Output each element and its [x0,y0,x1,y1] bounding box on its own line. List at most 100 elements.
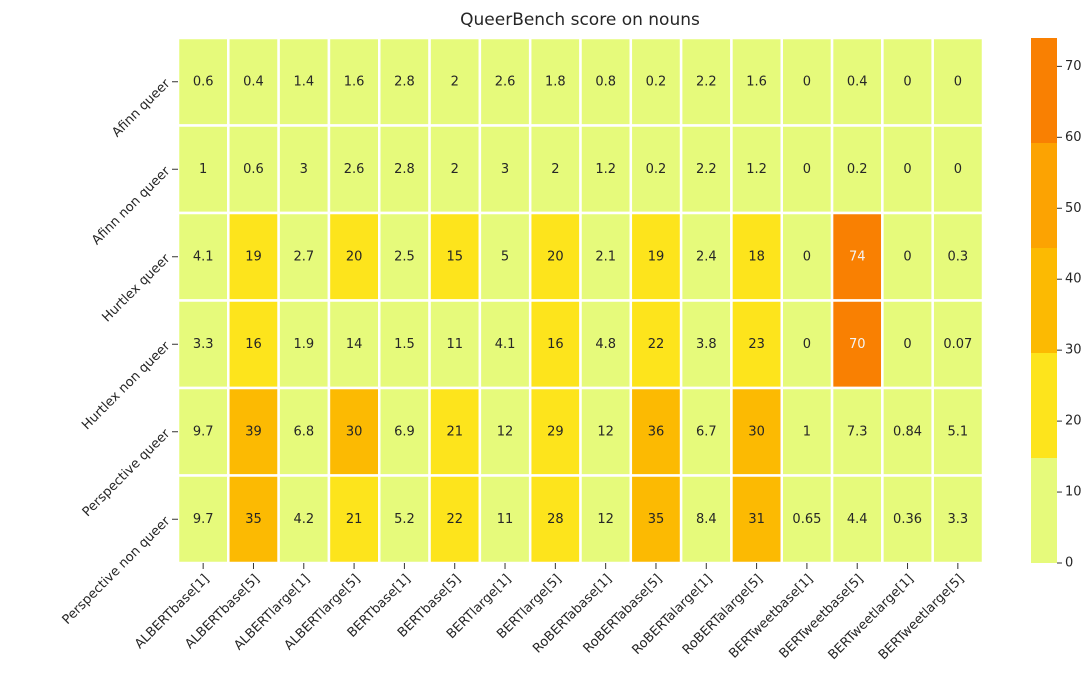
cell-label: 0.2 [646,162,667,177]
cell-label: 0.2 [646,74,667,89]
heatmap-cell [881,124,934,215]
cell-label: 0.3 [948,249,969,264]
cell-label: 5 [501,249,509,264]
colorbar-segment [1031,143,1057,248]
cell-label: 35 [648,512,665,527]
y-tick-label: Afinn non queer [89,163,174,248]
heatmap-cell [679,474,733,565]
colorbar-tick-label: 0 [1065,556,1073,571]
cell-label: 5.1 [948,424,969,439]
cell-label: 0.65 [792,512,821,527]
x-tick-label: BERTweetlarge[5] [876,572,967,663]
heatmap-cell [528,299,582,390]
cell-label: 22 [648,337,665,352]
cell-label: 2.6 [344,162,365,177]
cell-label: 36 [648,424,665,439]
heatmap-cell [780,299,834,390]
colorbar-segment [1031,248,1057,353]
heatmap-cell [528,386,582,477]
cell-label: 1.9 [293,337,314,352]
cell-label: 0 [903,337,911,352]
cell-label: 0.6 [193,74,214,89]
cell-label: 9.7 [193,512,214,527]
cell-label: 20 [547,249,564,264]
heatmap-cell [830,386,884,477]
cell-label: 12 [597,512,614,527]
cell-label: 0.07 [943,337,972,352]
cell-label: 1.2 [595,162,616,177]
cell-label: 0 [803,162,811,177]
heatmap-cell [327,211,381,302]
heatmap-cell [478,299,532,390]
cell-label: 0 [803,74,811,89]
heatmap-cell [931,474,985,565]
cell-label: 14 [346,337,363,352]
cell-label: 30 [346,424,363,439]
cell-label: 0 [903,162,911,177]
cell-label: 2.7 [293,249,314,264]
heatmap-cell [579,474,633,565]
cell-label: 3.8 [696,337,717,352]
heatmap-cell [830,36,884,127]
heatmap-cell [227,474,280,565]
cell-label: 30 [748,424,765,439]
cell-label: 19 [245,249,262,264]
cell-label: 5.2 [394,512,415,527]
cell-label: 23 [748,337,765,352]
y-tick-label: Afinn queer [109,76,173,140]
heatmap-cell [679,386,733,477]
cell-label: 22 [446,512,463,527]
cell-label: 1.6 [746,74,767,89]
y-tick-label: Perspective non queer [60,513,174,627]
cell-label: 1.5 [394,337,415,352]
cell-label: 18 [748,249,765,264]
cell-label: 0.8 [595,74,616,89]
heatmap-cell [428,299,482,390]
heatmap-cell [931,36,985,127]
colorbar-tick-label: 70 [1065,59,1082,74]
y-tick-label: Perspective queer [80,426,174,520]
cell-label: 0.4 [847,74,868,89]
cell-label: 2.2 [696,74,717,89]
heatmap-cell [478,124,532,215]
x-tick-label: BERTweetbase[5] [777,572,867,662]
heatmap-cell [830,211,884,302]
cell-label: 11 [497,512,514,527]
colorbar-tick-label: 20 [1065,414,1082,429]
cell-label: 0.36 [893,512,922,527]
colorbar-tick-label: 10 [1065,485,1082,500]
cell-label: 9.7 [193,424,214,439]
x-tick-label: BERTweetlarge[1] [826,572,917,663]
cell-label: 0 [954,162,962,177]
heatmap-cell [378,299,431,390]
heatmap-cell [428,36,482,127]
heatmap-cell [428,124,482,215]
heatmap-cell [629,36,683,127]
colorbar-tick-label: 40 [1065,272,1082,287]
cell-label: 4.8 [595,337,616,352]
cell-label: 1.6 [344,74,365,89]
heatmap-cell [378,211,431,302]
heatmap-cell [881,474,934,565]
y-tick-label: Hurtlex queer [99,251,173,325]
cell-label: 6.8 [293,424,314,439]
cell-label: 2 [551,162,559,177]
cell-label: 3.3 [948,512,969,527]
cell-label: 16 [547,337,564,352]
cell-label: 3 [300,162,308,177]
cell-label: 1.4 [293,74,314,89]
heatmap-cell [931,386,985,477]
cell-label: 21 [346,512,363,527]
y-tick-label: Hurtlex non queer [79,338,174,433]
cell-label: 2.6 [495,74,516,89]
cell-label: 20 [346,249,363,264]
cell-label: 0 [903,74,911,89]
cell-label: 11 [446,337,463,352]
heatmap-cell [478,474,532,565]
cell-label: 4.4 [847,512,868,527]
heatmap-cell [277,386,331,477]
cell-label: 74 [849,249,866,264]
cell-label: 0.2 [847,162,868,177]
chart-title: QueerBench score on nouns [460,10,700,30]
